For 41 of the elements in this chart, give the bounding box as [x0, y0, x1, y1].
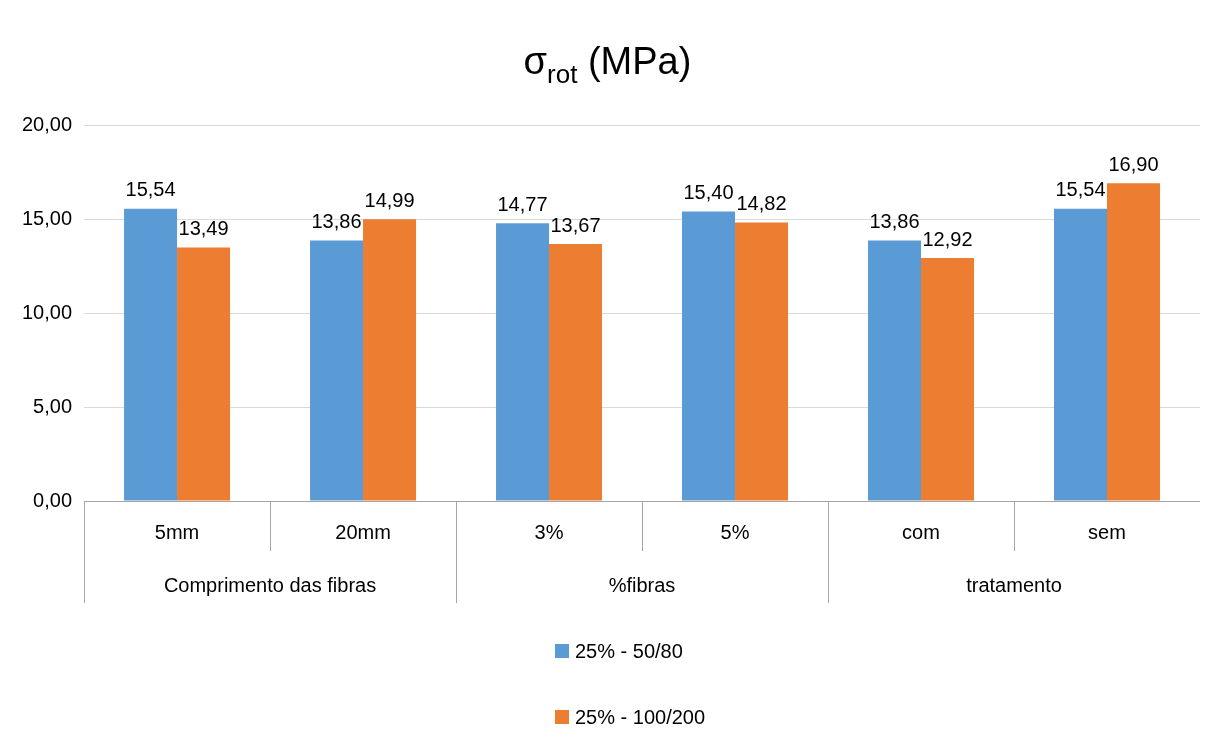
chart-title: σ$_{rot}$ (MPa) [522, 40, 693, 90]
bar [310, 240, 364, 501]
data-label: 12,92 [922, 227, 973, 250]
bar [921, 258, 975, 501]
bar [735, 222, 789, 501]
y-tick-label: 10,00 [21, 300, 73, 323]
bar [549, 244, 603, 501]
data-label: 15,54 [125, 178, 176, 201]
y-tick-label: 5,00 [33, 394, 73, 417]
y-tick-label: 15,00 [21, 206, 73, 229]
legend-label: 25% - 50/80 [575, 639, 683, 663]
data-label: 14,99 [364, 188, 415, 211]
x-tick-label: com [902, 520, 940, 543]
data-label: 13,86 [311, 209, 362, 232]
bar [363, 219, 417, 501]
bar [682, 211, 736, 501]
x-tick-label: 3% [534, 520, 564, 543]
bar [1054, 208, 1107, 501]
y-tick-label: 0,00 [33, 488, 73, 511]
x-tick-label: 5mm [154, 520, 200, 543]
data-label: 13,67 [550, 213, 601, 236]
data-label: 13,86 [869, 209, 920, 232]
data-label: 14,77 [497, 192, 548, 215]
text: Comprimento das fibras [163, 573, 377, 596]
bar [177, 247, 231, 501]
text: tratamento [966, 573, 1062, 596]
data-label: 16,90 [1108, 152, 1159, 175]
y-tick-label: 20,00 [21, 112, 73, 135]
bar [1107, 183, 1161, 501]
x-tick-label: sem [1088, 520, 1126, 543]
data-label: 14,82 [736, 191, 787, 214]
bar [124, 208, 178, 501]
x-tick-label: 20mm [335, 520, 391, 543]
x-tick-label: 5% [720, 520, 750, 543]
data-label: 15,40 [683, 181, 734, 203]
bar [496, 223, 550, 501]
legend-label: 25% - 100/200 [575, 705, 706, 729]
data-label: 13,49 [178, 216, 229, 239]
data-label: 15,54 [1055, 178, 1106, 201]
text: %fibras [608, 573, 676, 596]
bar [868, 240, 922, 501]
